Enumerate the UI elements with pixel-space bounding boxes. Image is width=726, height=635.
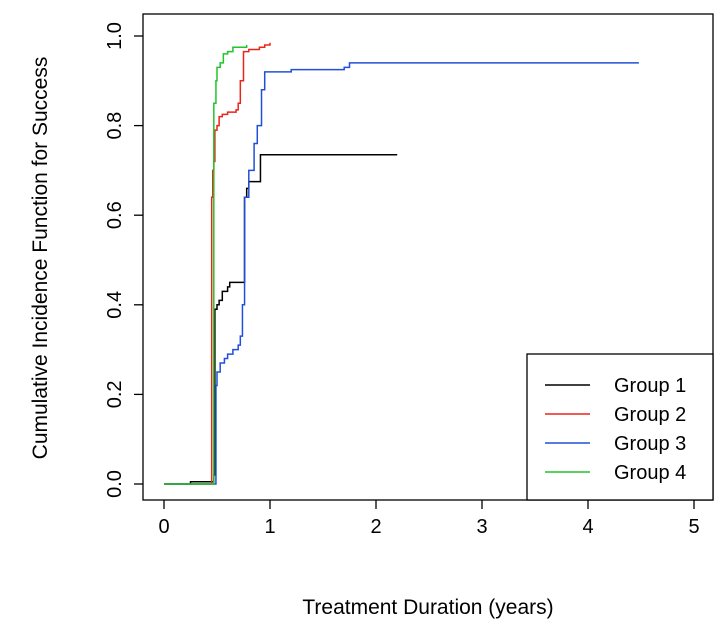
y-tick-label-4: 0.8	[104, 112, 126, 140]
series-line-group-4	[164, 44, 248, 485]
y-tick-label-2: 0.4	[104, 291, 126, 319]
y-tick-label-1: 0.2	[104, 380, 126, 408]
series-line-group-2	[164, 42, 271, 485]
y-tick-label-3: 0.6	[104, 201, 126, 229]
y-tick-label-5: 1.0	[104, 22, 126, 50]
legend-label-group-3: Group 3	[614, 433, 686, 455]
legend-label-group-1: Group 1	[614, 375, 686, 397]
x-tick-label-3: 3	[476, 516, 487, 538]
legend-label-group-4: Group 4	[614, 462, 686, 484]
y-tick-label-0: 0.0	[104, 470, 126, 498]
axes-layer: 0 1 2 3 4 5 0.0 0.2 0.4 0.6 0.8 1.0	[104, 22, 700, 538]
x-axis-title: Treatment Duration (years)	[302, 596, 553, 619]
x-tick-label-1: 1	[264, 516, 275, 538]
series-layer	[164, 42, 639, 485]
series-line-group-1	[164, 153, 398, 485]
x-tick-label-4: 4	[582, 516, 593, 538]
legend-items: Group 1 Group 2 Group 3 Group 4	[545, 375, 686, 484]
x-tick-label-5: 5	[688, 516, 699, 538]
x-tick-label-2: 2	[370, 516, 381, 538]
legend: Group 1 Group 2 Group 3 Group 4	[526, 353, 714, 501]
legend-box	[526, 353, 714, 501]
x-tick-label-0: 0	[158, 516, 169, 538]
series-line-group-3	[164, 62, 639, 485]
legend-label-group-2: Group 2	[614, 404, 686, 426]
y-axis-title: Cumulative Incidence Function for Succes…	[29, 57, 52, 460]
plot-frame	[142, 13, 714, 501]
